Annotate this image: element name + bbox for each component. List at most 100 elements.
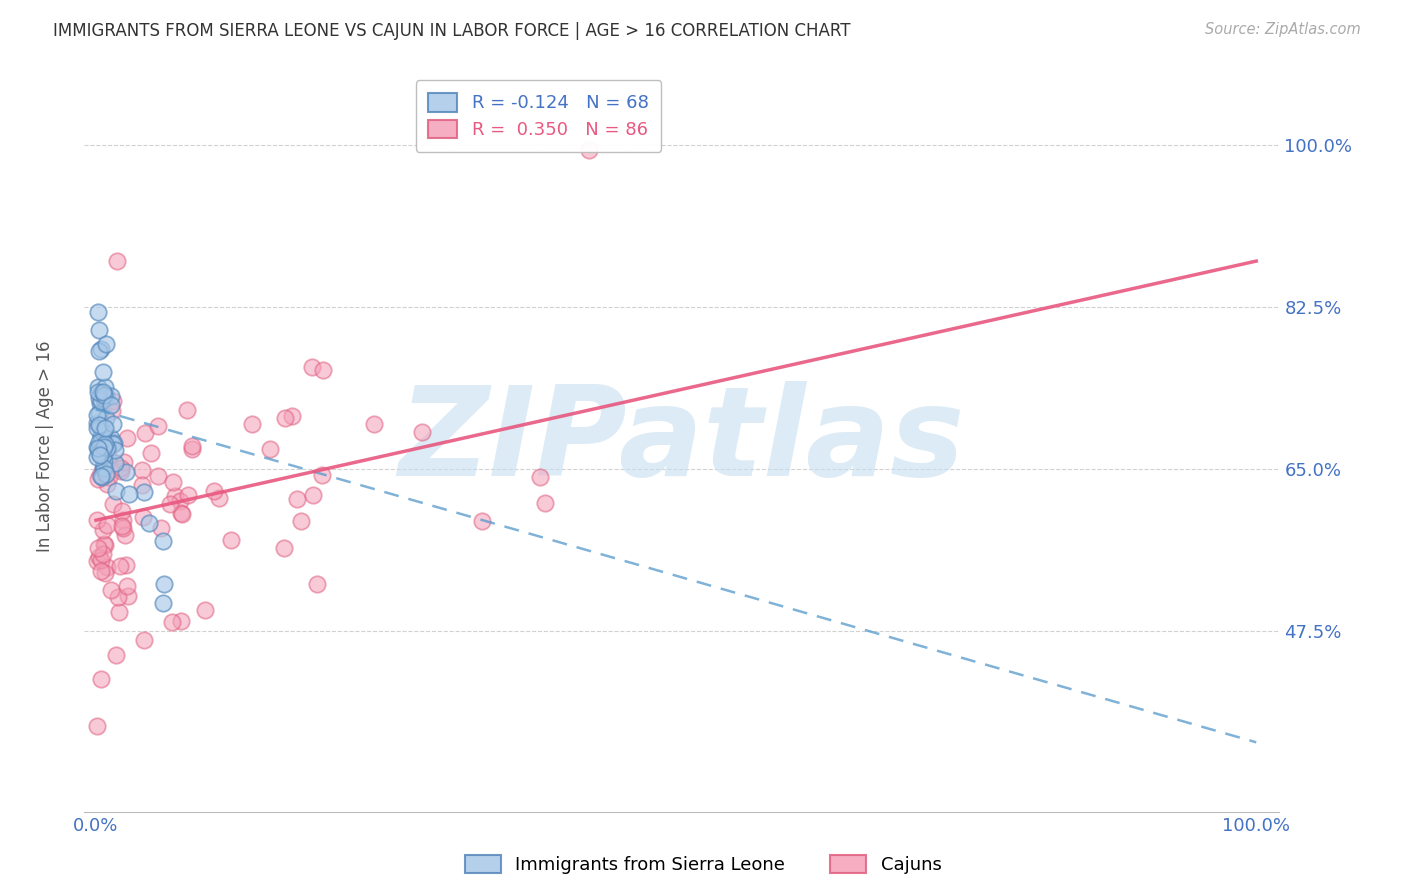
- Point: [86, 440, 108, 454]
- Point: [146, 419, 169, 434]
- Point: [180, 442, 202, 457]
- Point: [86, 719, 108, 733]
- Point: [96, 411, 118, 425]
- Point: [134, 484, 156, 499]
- Point: [104, 443, 127, 458]
- Point: [94, 379, 117, 393]
- Point: [114, 465, 136, 479]
- Point: [104, 456, 127, 470]
- Point: [363, 417, 385, 431]
- Point: [149, 521, 172, 535]
- Point: [134, 633, 156, 648]
- Point: [208, 491, 231, 505]
- Point: [111, 513, 134, 527]
- Point: [90, 386, 112, 401]
- Point: [87, 434, 110, 449]
- Point: [86, 420, 108, 434]
- Point: [86, 554, 108, 568]
- Point: [107, 590, 129, 604]
- Point: [93, 392, 115, 406]
- Point: [89, 448, 111, 462]
- Point: [134, 425, 156, 440]
- Point: [290, 514, 312, 528]
- Point: [86, 441, 108, 455]
- Point: [94, 467, 117, 481]
- Point: [177, 488, 200, 502]
- Point: [112, 521, 135, 535]
- Point: [131, 478, 153, 492]
- Point: [578, 143, 600, 157]
- Point: [93, 425, 115, 440]
- Point: [94, 389, 117, 403]
- Point: [139, 446, 162, 460]
- Point: [96, 518, 118, 533]
- Point: [90, 672, 112, 686]
- Point: [93, 458, 115, 473]
- Point: [165, 489, 187, 503]
- Point: [110, 461, 132, 475]
- Point: [91, 449, 114, 463]
- Point: [100, 583, 122, 598]
- Point: [534, 496, 557, 510]
- Point: [117, 589, 139, 603]
- Point: [181, 439, 204, 453]
- Point: [91, 462, 114, 476]
- Point: [94, 538, 117, 552]
- Point: [302, 487, 325, 501]
- Point: [105, 484, 128, 499]
- Point: [301, 359, 323, 374]
- Text: In Labor Force | Age > 16: In Labor Force | Age > 16: [37, 340, 53, 552]
- Point: [90, 553, 112, 567]
- Point: [90, 394, 112, 409]
- Point: [159, 497, 181, 511]
- Point: [170, 507, 193, 521]
- Point: [131, 463, 153, 477]
- Point: [93, 388, 115, 402]
- Point: [87, 549, 110, 564]
- Point: [90, 429, 112, 443]
- Point: [169, 494, 191, 508]
- Point: [108, 605, 131, 619]
- Point: [170, 506, 193, 520]
- Point: [89, 406, 111, 420]
- Point: [115, 431, 138, 445]
- Point: [86, 513, 108, 527]
- Point: [529, 469, 551, 483]
- Point: [86, 450, 108, 464]
- Point: [96, 476, 118, 491]
- Point: [101, 417, 124, 432]
- Point: [97, 470, 120, 484]
- Point: [274, 410, 297, 425]
- Text: IMMIGRANTS FROM SIERRA LEONE VS CAJUN IN LABOR FORCE | AGE > 16 CORRELATION CHAR: IMMIGRANTS FROM SIERRA LEONE VS CAJUN IN…: [53, 22, 851, 40]
- Point: [103, 435, 125, 450]
- Point: [281, 409, 304, 423]
- Point: [111, 519, 134, 533]
- Point: [90, 470, 112, 484]
- Text: ZIPatlas: ZIPatlas: [399, 381, 965, 502]
- Point: [91, 460, 114, 475]
- Point: [91, 365, 114, 379]
- Point: [93, 547, 115, 561]
- Point: [87, 343, 110, 358]
- Point: [111, 504, 134, 518]
- Text: Source: ZipAtlas.com: Source: ZipAtlas.com: [1205, 22, 1361, 37]
- Point: [170, 614, 193, 628]
- Point: [89, 391, 111, 405]
- Point: [86, 416, 108, 430]
- Point: [105, 648, 128, 663]
- Point: [91, 523, 114, 537]
- Point: [96, 441, 118, 455]
- Point: [160, 615, 183, 629]
- Point: [86, 379, 108, 393]
- Point: [87, 305, 110, 319]
- Point: [101, 403, 124, 417]
- Point: [101, 497, 124, 511]
- Point: [101, 436, 124, 450]
- Point: [114, 528, 136, 542]
- Point: [93, 461, 115, 475]
- Point: [93, 454, 115, 468]
- Point: [91, 385, 114, 400]
- Point: [240, 417, 263, 431]
- Point: [94, 336, 117, 351]
- Point: [312, 363, 335, 377]
